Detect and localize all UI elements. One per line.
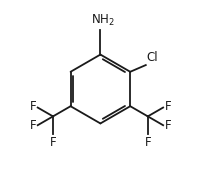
Text: F: F bbox=[165, 119, 171, 132]
Text: NH$_2$: NH$_2$ bbox=[91, 13, 115, 28]
Text: F: F bbox=[30, 100, 36, 113]
Text: F: F bbox=[30, 119, 36, 132]
Text: F: F bbox=[145, 136, 151, 149]
Text: F: F bbox=[50, 136, 56, 149]
Text: Cl: Cl bbox=[147, 51, 158, 64]
Text: F: F bbox=[165, 100, 171, 113]
